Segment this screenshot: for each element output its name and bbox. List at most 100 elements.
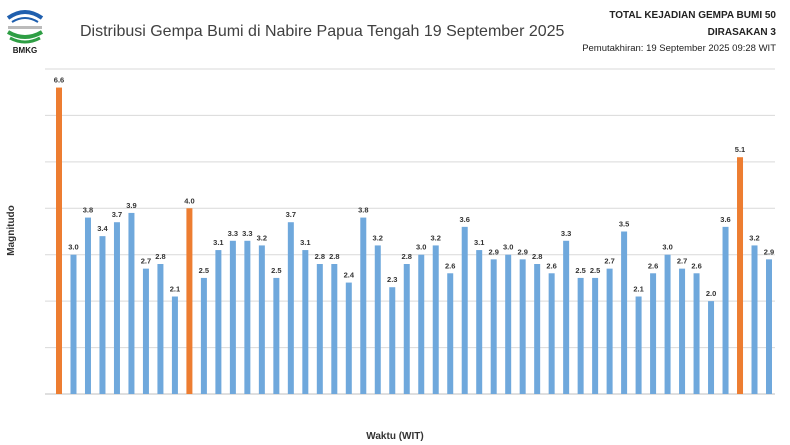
bar [447, 273, 454, 394]
bar [563, 240, 570, 394]
data-label: 3.0 [416, 243, 426, 252]
data-label: 3.8 [358, 206, 368, 215]
data-label: 2.5 [575, 266, 585, 275]
bar [113, 222, 120, 394]
logo-text: BMKG [13, 46, 37, 54]
data-label: 3.2 [749, 233, 759, 242]
bar [374, 245, 381, 394]
data-label: 2.8 [315, 252, 325, 261]
data-label: 2.6 [648, 261, 658, 270]
data-label: 3.2 [373, 233, 383, 242]
bar [229, 240, 236, 394]
data-label: 2.1 [170, 285, 180, 294]
bar [331, 264, 338, 394]
data-label: 3.7 [112, 210, 122, 219]
bar [722, 226, 729, 394]
x-axis-label: Waktu (WIT) [366, 431, 424, 442]
data-label: 2.8 [155, 252, 165, 261]
bar [635, 296, 642, 394]
bar [664, 254, 671, 394]
data-label: 3.1 [213, 238, 223, 247]
data-label: 2.5 [590, 266, 600, 275]
bar [200, 277, 207, 394]
bar [287, 222, 294, 394]
data-label: 3.3 [228, 229, 238, 238]
bar [389, 287, 396, 394]
data-label: 3.0 [503, 243, 513, 252]
data-label: 2.8 [402, 252, 412, 261]
bar-felt [56, 87, 62, 395]
data-label: 3.8 [83, 206, 93, 215]
bar [360, 217, 367, 394]
y-axis-label: Magnitudo [5, 205, 17, 256]
data-label: 2.9 [488, 247, 498, 256]
data-label: 2.7 [141, 257, 151, 266]
data-label: 5.1 [735, 145, 745, 154]
bar [679, 268, 686, 394]
data-label: 3.4 [97, 224, 108, 233]
bar [490, 259, 497, 394]
bar [84, 217, 91, 394]
data-label: 3.0 [662, 243, 672, 252]
bar [258, 245, 265, 394]
bar [70, 254, 77, 394]
data-label: 2.7 [604, 257, 614, 266]
bar [99, 236, 106, 394]
data-label: 4.0 [184, 196, 194, 205]
data-label: 2.9 [517, 247, 527, 256]
bar [708, 301, 715, 394]
bar [650, 273, 657, 394]
data-label: 3.1 [474, 238, 484, 247]
data-label: 3.1 [300, 238, 310, 247]
data-label: 2.6 [691, 261, 701, 270]
data-label: 2.4 [344, 271, 355, 280]
data-label: 3.2 [431, 233, 441, 242]
data-label: 3.5 [619, 220, 629, 229]
update-time: Pemutakhiran: 19 September 2025 09:28 WI… [582, 43, 776, 54]
bar-felt [737, 157, 744, 394]
bar [577, 277, 584, 394]
data-label: 6.6 [54, 76, 64, 85]
bar [606, 268, 613, 394]
bar [215, 250, 222, 394]
data-label: 3.7 [286, 210, 296, 219]
data-label: 2.8 [329, 252, 339, 261]
bar [621, 231, 628, 394]
bar [157, 264, 164, 394]
data-label: 2.6 [546, 261, 556, 270]
bar [461, 226, 468, 394]
bar [345, 282, 352, 394]
bar [534, 264, 541, 394]
bar-felt [186, 208, 193, 394]
bar [592, 277, 599, 394]
data-label: 3.6 [720, 215, 730, 224]
bar [418, 254, 425, 394]
data-label: 3.6 [459, 215, 469, 224]
bar [519, 259, 526, 394]
bar [432, 245, 439, 394]
bmkg-logo: BMKG [4, 4, 46, 55]
data-label: 2.6 [445, 261, 455, 270]
bar [273, 277, 280, 394]
bar [766, 259, 772, 394]
bar [302, 250, 309, 394]
data-label: 3.2 [257, 233, 267, 242]
bar [171, 296, 178, 394]
bar [548, 273, 555, 394]
bar [476, 250, 483, 394]
bar [128, 212, 135, 394]
bar [316, 264, 323, 394]
bar [693, 273, 700, 394]
bar [244, 240, 251, 394]
felt-count: DIRASAKAN 3 [707, 27, 776, 38]
bar [142, 268, 149, 394]
chart-title: Distribusi Gempa Bumi di Nabire Papua Te… [80, 23, 565, 40]
total-events: TOTAL KEJADIAN GEMPA BUMI 50 [609, 10, 776, 21]
data-label: 3.0 [68, 243, 78, 252]
data-label: 2.5 [271, 266, 281, 275]
data-label: 2.9 [764, 247, 774, 256]
data-label: 3.3 [561, 229, 571, 238]
data-label: 2.5 [199, 266, 209, 275]
data-label: 2.8 [532, 252, 542, 261]
